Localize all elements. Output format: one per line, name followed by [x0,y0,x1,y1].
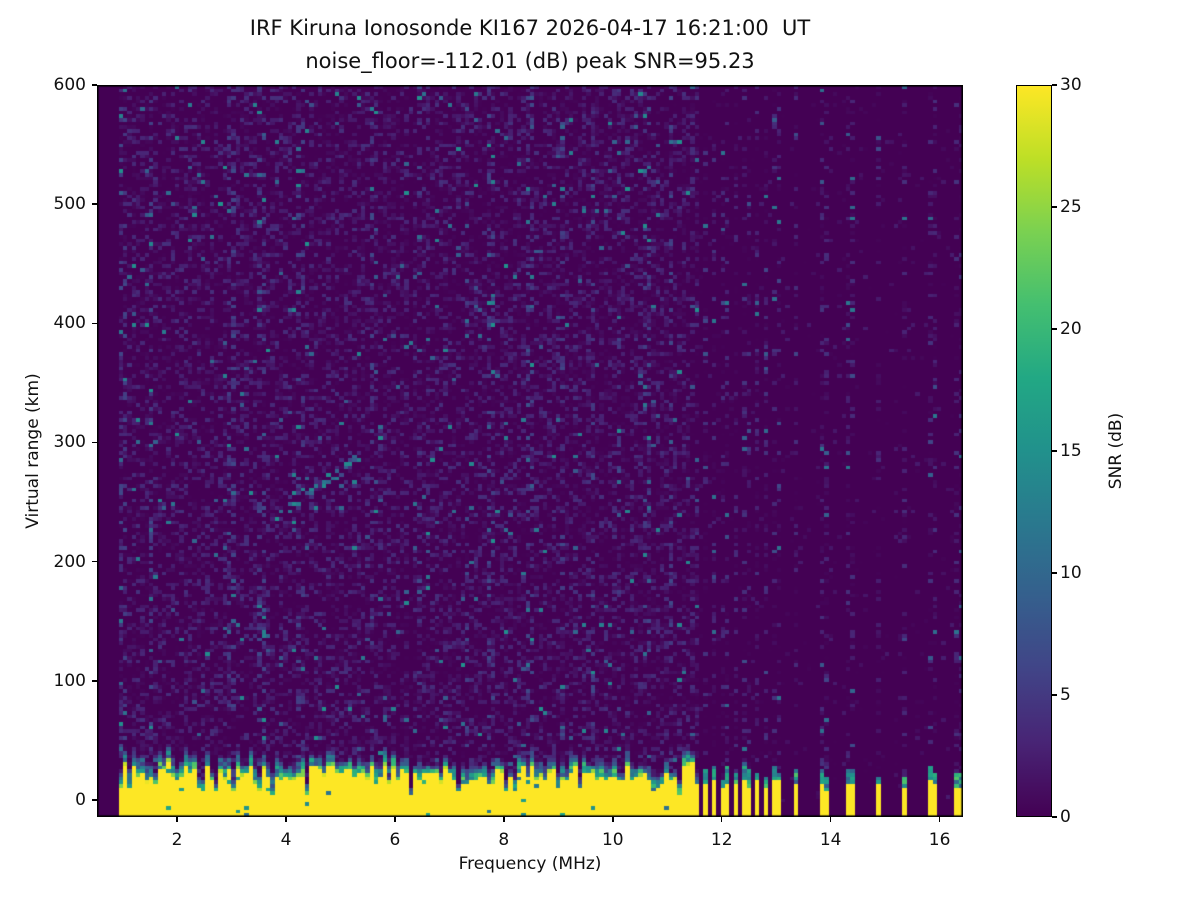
x-axis-tick-label: 16 [928,830,951,850]
x-axis-tick [829,817,832,822]
colorbar-tick [1052,450,1057,452]
y-axis-tick [92,799,97,801]
x-axis-tick [720,817,723,822]
y-axis-tick [92,441,97,444]
y-axis-tick-label: 400 [53,313,86,334]
x-axis-tick [503,817,505,822]
colorbar-tick [1052,84,1057,86]
y-axis-tick-label: 300 [53,432,86,453]
y-axis-tick [92,203,97,205]
x-axis-tick [612,817,614,822]
x-axis-tick [176,817,178,822]
x-axis-tick [394,817,396,822]
y-axis-tick [92,680,97,682]
chart-subtitle: noise_floor=-112.01 (dB) peak SNR=95.23 [305,49,755,73]
y-axis-tick [92,322,97,325]
x-axis-tick-label: 8 [498,830,510,850]
y-axis-tick-label: 600 [53,75,86,95]
y-axis-tick-label: 200 [53,551,86,572]
colorbar-tick-label: 25 [1060,197,1082,217]
colorbar-tick-label: 20 [1060,319,1082,339]
x-axis-tick [285,817,287,822]
colorbar-tick [1052,694,1057,696]
y-axis-tick [92,560,97,563]
x-axis-tick-label: 10 [601,830,624,850]
colorbar-tick-label: 10 [1060,563,1082,583]
x-axis-tick-label: 4 [280,830,292,850]
x-axis-tick-label: 14 [819,830,842,850]
chart-title: IRF Kiruna Ionosonde KI167 2026-04-17 16… [249,16,811,40]
colorbar-tick-label: 30 [1060,75,1082,95]
heatmap-canvas [97,85,963,817]
colorbar-label: SNR (dB) [1106,412,1126,490]
x-axis-tick-label: 6 [389,830,401,850]
colorbar-tick [1052,816,1057,818]
x-axis-tick-label: 12 [710,830,733,850]
colorbar [1016,85,1052,817]
colorbar-tick [1052,328,1057,330]
y-axis-tick-label: 500 [53,194,86,215]
colorbar-tick-label: 0 [1060,807,1071,827]
x-axis-tick [938,817,941,822]
colorbar-tick-label: 15 [1060,441,1082,461]
y-axis-tick-label: 100 [53,670,86,691]
x-axis-label: Frequency (MHz) [458,854,602,874]
y-axis-tick-label: 0 [75,789,86,810]
colorbar-tick-label: 5 [1060,685,1071,705]
colorbar-tick [1052,572,1057,574]
y-axis-tick [92,84,97,86]
x-axis-tick-label: 2 [171,830,183,850]
colorbar-tick [1052,206,1057,208]
